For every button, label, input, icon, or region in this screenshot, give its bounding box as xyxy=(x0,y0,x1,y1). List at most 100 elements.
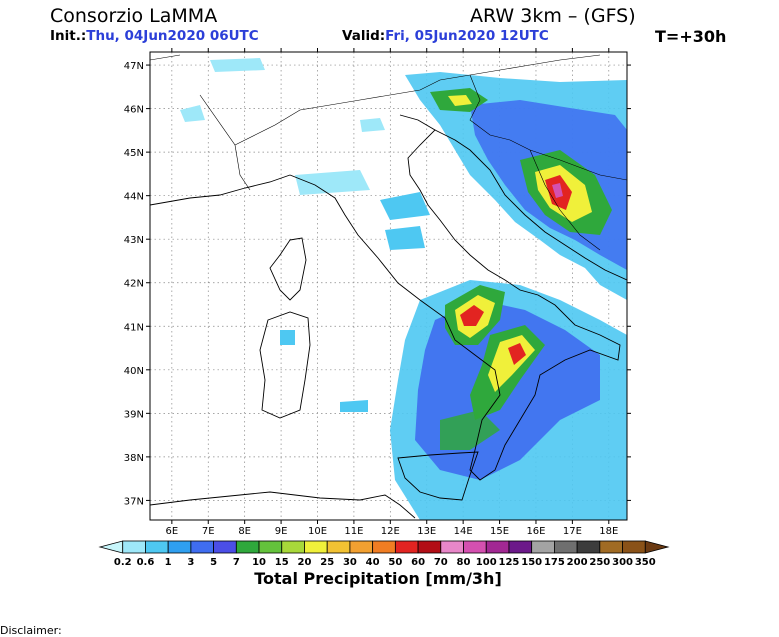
map-frame xyxy=(149,51,628,521)
colorbar-swatch xyxy=(190,540,215,554)
lon-label: 15E xyxy=(490,526,509,537)
colorbar-level: 70 xyxy=(434,557,448,568)
lat-label: 43N xyxy=(124,235,144,246)
colorbar-swatch xyxy=(417,540,442,554)
colorbar-level: 30 xyxy=(343,557,357,568)
colorbar-level: 80 xyxy=(457,557,471,568)
lon-label: 14E xyxy=(454,526,473,537)
lat-label: 46N xyxy=(124,105,144,116)
lon-label: 7E xyxy=(202,526,215,537)
colorbar-level: 200 xyxy=(567,557,588,568)
colorbar-swatch xyxy=(349,540,374,554)
precipitation-map: 47N 46N 45N 44N 43N 42N 41N 40N 39N 38N 37N 6E 7E 8E… xyxy=(98,48,670,588)
map-plot-area: 47N 46N 45N 44N 43N 42N 41N 40N 39N 38N 37N 6E 7E 8E… xyxy=(124,48,631,537)
colorbar-swatch xyxy=(576,540,601,554)
colorbar-swatch xyxy=(304,540,328,554)
lon-label: 6E xyxy=(166,526,179,537)
longitude-labels: 6E 7E 8E 9E 10E 11E 12E 13E 14E 15E 16E 17E 18E xyxy=(166,526,619,537)
colorbar-level: 1 xyxy=(165,557,172,568)
colorbar-swatch xyxy=(326,540,351,554)
lat-label: 41N xyxy=(124,322,144,333)
country-borders xyxy=(150,54,627,251)
coast-africa xyxy=(150,491,416,519)
lat-label: 39N xyxy=(124,409,144,420)
init-time: Init.:Thu, 04Jun2020 06UTC xyxy=(50,28,259,44)
lon-label: 12E xyxy=(381,526,400,537)
coast-italy xyxy=(289,114,621,481)
valid-value: Fri, 05Jun2020 12UTC xyxy=(385,28,549,44)
border-france-spain xyxy=(150,54,251,191)
colorbar-level: 40 xyxy=(366,557,380,568)
colorbar-swatch xyxy=(531,540,555,554)
colorbar-level: 60 xyxy=(411,557,425,568)
init-value: Thu, 04Jun2020 06UTC xyxy=(86,28,259,44)
colorbar-level: 350 xyxy=(635,557,656,568)
colorbar-swatch xyxy=(622,540,646,554)
colorbar-swatch xyxy=(213,540,237,554)
coastlines xyxy=(150,114,627,519)
lat-label: 42N xyxy=(124,279,144,290)
organization-title: Consorzio LaMMA xyxy=(50,5,218,27)
colorbar-level: 150 xyxy=(521,557,542,568)
colorbar-level: 25 xyxy=(320,557,334,568)
colorbar-arrow-high xyxy=(644,540,670,554)
colorbar-level: 10 xyxy=(252,557,266,568)
border-alps xyxy=(234,54,601,146)
colorbar-swatch xyxy=(485,540,510,554)
colorbar-level: 5 xyxy=(210,557,217,568)
precip-band-calabria xyxy=(440,410,500,450)
precip-cell-slovenia-yellow xyxy=(448,95,472,106)
colorbar-level: 15 xyxy=(275,557,289,568)
disclaimer-text: Disclaimer: xyxy=(0,624,62,637)
coast-sardinia xyxy=(259,311,311,419)
colorbar-level: 100 xyxy=(476,557,497,568)
colorbar-swatch xyxy=(281,540,305,554)
colorbar-swatch xyxy=(145,540,169,554)
colorbar-level: 3 xyxy=(187,557,194,568)
colorbar-level: 250 xyxy=(589,557,610,568)
colorbar-level: 300 xyxy=(612,557,633,568)
colorbar-swatch xyxy=(554,540,578,554)
colorbar-swatch xyxy=(394,540,419,554)
coast-corsica xyxy=(269,237,307,301)
precip-core-basilicata-yellow xyxy=(488,335,535,392)
lat-label: 38N xyxy=(124,453,144,464)
lon-label: 13E xyxy=(417,526,436,537)
colorbar-level: 0.6 xyxy=(137,557,155,568)
lat-label: 45N xyxy=(124,148,144,159)
colorbar-swatch xyxy=(167,540,192,554)
colorbar-level: 125 xyxy=(499,557,520,568)
latitude-labels: 47N 46N 45N 44N 43N 42N 41N 40N 39N 38N 37N xyxy=(124,61,144,507)
colorbar-swatch xyxy=(235,540,260,554)
lon-label: 17E xyxy=(563,526,582,537)
colorbar-swatch xyxy=(463,540,487,554)
precip-scatter-central xyxy=(280,192,430,412)
precip-core-basilicata-red xyxy=(508,343,526,365)
lat-label: 47N xyxy=(124,61,144,72)
axis-ticks xyxy=(146,48,631,524)
valid-label: Valid: xyxy=(342,28,386,44)
colorbar-level: 50 xyxy=(388,557,402,568)
precip-core-dalmatia-pink xyxy=(552,183,563,198)
border-bosnia xyxy=(529,149,601,251)
init-label: Init.: xyxy=(50,28,87,44)
colorbar-level: 7 xyxy=(233,557,240,568)
precip-scatter-north xyxy=(180,58,385,195)
colorbar-level: 175 xyxy=(544,557,565,568)
forecast-timestep: T=+30h xyxy=(655,27,727,46)
colorbar-swatch xyxy=(440,540,464,554)
lat-label: 40N xyxy=(124,366,144,377)
precip-core-campania-red xyxy=(460,305,484,326)
border-balkans xyxy=(469,74,627,181)
coast-sicily xyxy=(397,451,479,501)
colorbar-swatch xyxy=(372,540,396,554)
colorbar-swatch xyxy=(508,540,533,554)
colorbar-level: 0.2 xyxy=(114,557,132,568)
lon-label: 10E xyxy=(308,526,327,537)
precipitation-colorbar: 0.2 0.6 1 3 5 7 10 15 20 25 30 40 50 60 70 80 100 125 150 1… xyxy=(98,540,670,568)
lat-label: 37N xyxy=(124,496,144,507)
colorbar-title: Total Precipitation [mm/3h] xyxy=(254,569,502,588)
lon-label: 16E xyxy=(526,526,545,537)
lat-label: 44N xyxy=(124,192,144,203)
lon-label: 11E xyxy=(344,526,363,537)
